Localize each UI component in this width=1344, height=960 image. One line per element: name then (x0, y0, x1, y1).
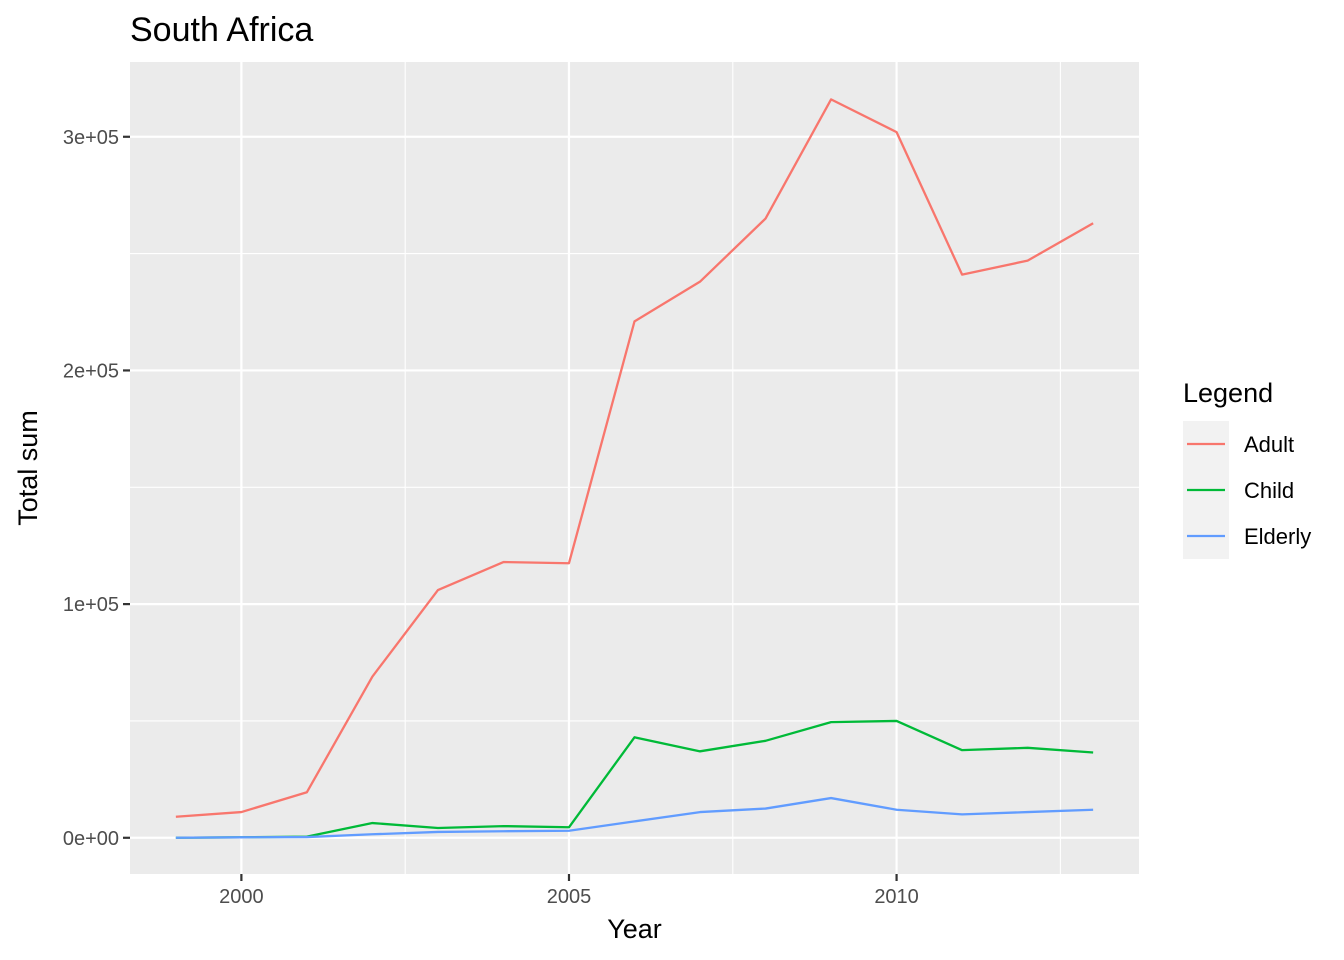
x-tick-label: 2010 (874, 886, 919, 908)
y-tick-label: 0e+00 (63, 828, 119, 850)
series-lines (175, 98, 1094, 839)
series-line-elderly (175, 796, 1094, 839)
x-axis: 2000 2005 2010 (219, 874, 919, 908)
grid-minor (130, 62, 1139, 874)
y-axis: 0e+00 1e+05 2e+05 3e+05 (63, 127, 130, 850)
chart-title: South Africa (130, 11, 313, 49)
legend-title: Legend (1183, 378, 1273, 408)
plot-panel (130, 62, 1139, 874)
x-tick-label: 2000 (219, 886, 264, 908)
series-line-adult (175, 98, 1094, 818)
y-tick-label: 1e+05 (63, 594, 119, 616)
series-line-child (175, 719, 1094, 839)
y-tick-label: 3e+05 (63, 127, 119, 149)
y-tick-label: 2e+05 (63, 360, 119, 382)
x-axis-title: Year (607, 914, 662, 944)
legend-label-elderly: Elderly (1244, 524, 1311, 549)
legend-label-adult: Adult (1244, 432, 1294, 457)
legend-items: Adult Child Elderly (1187, 432, 1311, 549)
legend-label-child: Child (1244, 478, 1294, 503)
legend: Legend Adult Child Elderly (1183, 378, 1311, 559)
y-axis-title: Total sum (13, 410, 43, 526)
x-tick-label: 2005 (547, 886, 592, 908)
